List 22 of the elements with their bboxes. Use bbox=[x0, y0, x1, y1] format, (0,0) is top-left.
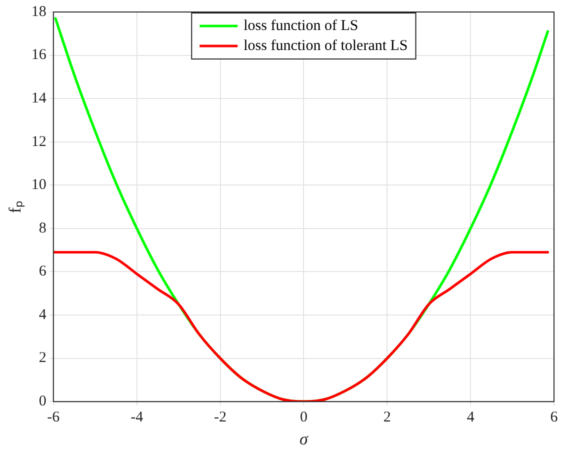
x-tick-label: 2 bbox=[383, 410, 391, 426]
legend-label: loss function of LS bbox=[244, 18, 358, 34]
x-axis-title: σ bbox=[300, 429, 309, 448]
x-tick-label: -4 bbox=[130, 410, 144, 426]
y-tick-label: 6 bbox=[38, 264, 47, 280]
y-tick-label: 18 bbox=[31, 4, 46, 20]
y-tick-label: 16 bbox=[31, 47, 47, 64]
y-tick-label: 12 bbox=[31, 134, 46, 150]
y-tick-label: 10 bbox=[31, 177, 46, 194]
y-tick-label: 0 bbox=[38, 394, 46, 410]
y-tick-label: 14 bbox=[31, 90, 47, 107]
legend-label: loss function of tolerant LS bbox=[244, 38, 408, 54]
line-series bbox=[53, 250, 550, 402]
x-tick-label: -2 bbox=[214, 410, 227, 426]
y-tick-label: 2 bbox=[38, 350, 46, 366]
y-tick-label: 8 bbox=[38, 220, 46, 236]
x-tick-label: 6 bbox=[550, 410, 558, 426]
x-tick-label: -6 bbox=[47, 410, 60, 426]
y-axis-title: fₚ bbox=[6, 200, 26, 214]
x-tick-label: 4 bbox=[466, 410, 475, 426]
x-tick-label: 0 bbox=[300, 410, 308, 426]
y-tick-label: 4 bbox=[38, 306, 47, 323]
